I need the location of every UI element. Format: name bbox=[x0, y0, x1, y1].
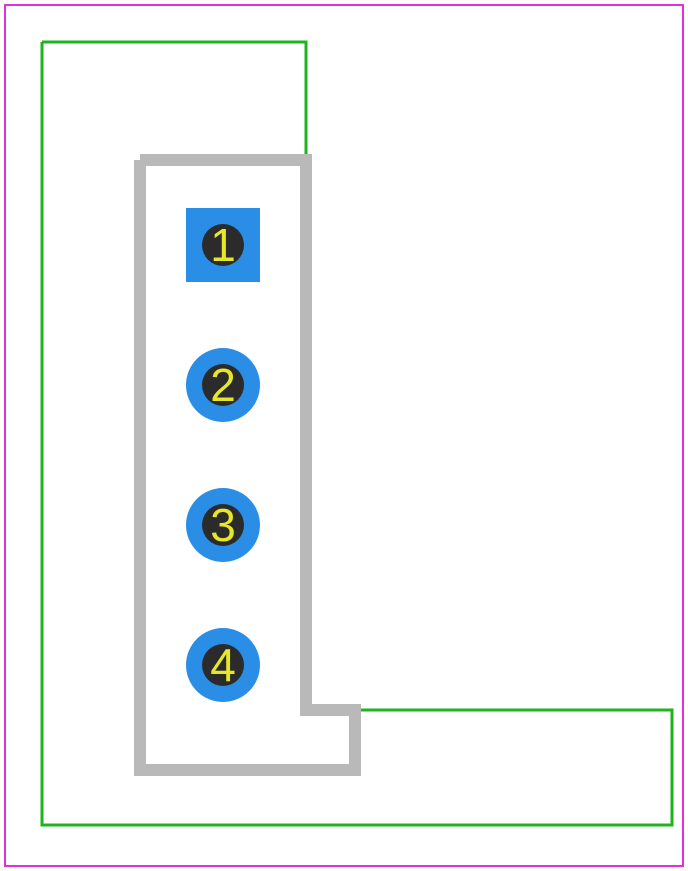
pad-label-3: 3 bbox=[210, 498, 236, 552]
pad-1: 1 bbox=[186, 208, 260, 282]
bounding-box bbox=[5, 5, 683, 866]
pad-4: 4 bbox=[186, 628, 260, 702]
footprint-svg bbox=[0, 0, 688, 871]
pad-label-4: 4 bbox=[210, 638, 236, 692]
pad-label-2: 2 bbox=[210, 358, 236, 412]
pad-2: 2 bbox=[186, 348, 260, 422]
pad-3: 3 bbox=[186, 488, 260, 562]
pad-label-1: 1 bbox=[210, 218, 236, 272]
